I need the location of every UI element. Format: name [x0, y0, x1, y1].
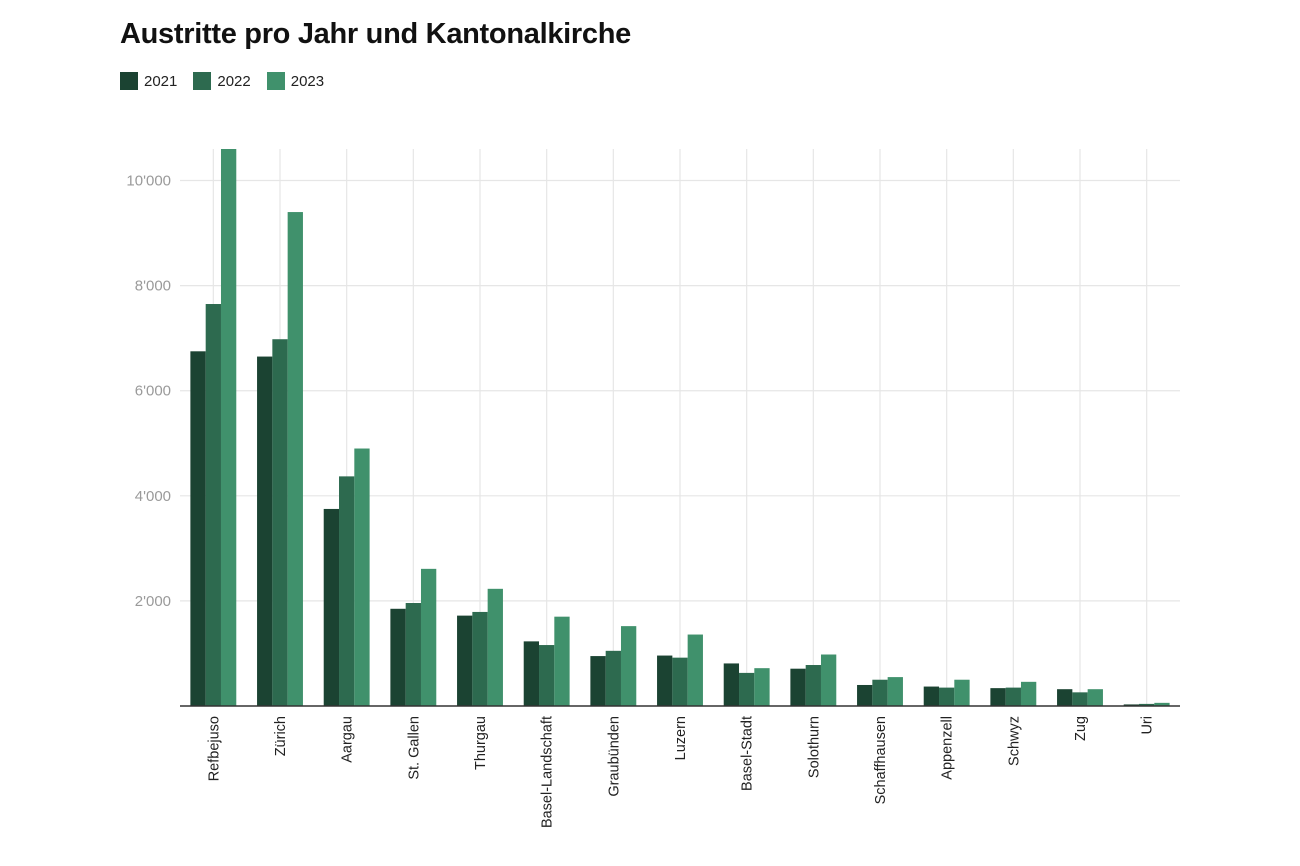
bar-2022 — [339, 476, 355, 706]
bar-2021 — [1057, 689, 1073, 706]
bar-2021 — [257, 356, 273, 706]
bar-2021 — [657, 655, 673, 706]
bar-2023 — [1087, 689, 1103, 706]
legend-swatch-2022 — [193, 72, 212, 90]
x-category-label: Zug — [1073, 716, 1089, 741]
legend-label-2021: 2021 — [144, 72, 178, 90]
bar-2023 — [220, 149, 237, 706]
x-category-label: Basel-Stadt — [740, 716, 756, 791]
legend-swatch-2023 — [266, 72, 285, 90]
bar-2022 — [472, 611, 488, 706]
bar-2022 — [205, 304, 221, 706]
bar-2021 — [723, 663, 740, 706]
legend-label-2023: 2023 — [290, 72, 325, 90]
bar-2023 — [754, 668, 770, 706]
bar-2022 — [872, 679, 888, 706]
bar-2021 — [190, 351, 206, 706]
legend-swatch-2021 — [120, 72, 138, 90]
bar-2023 — [1154, 702, 1170, 706]
chart-legend: 2021 2022 2023 — [120, 72, 340, 90]
bar-2023 — [1020, 681, 1037, 706]
legend-item-2021: 2021 — [120, 72, 177, 90]
x-category-label: Schaffhausen — [873, 716, 889, 804]
bar-2023 — [687, 634, 703, 706]
bar-2021 — [923, 686, 940, 706]
y-tick-label: 2'000 — [135, 593, 171, 610]
bar-2023 — [354, 448, 370, 706]
y-tick-label: 8'000 — [135, 278, 171, 295]
legend-label-2022: 2022 — [217, 72, 251, 90]
x-category-label: Appenzell — [940, 716, 956, 780]
bar-2023 — [887, 677, 903, 706]
bar-2021 — [323, 508, 340, 706]
bar-2022 — [739, 672, 755, 706]
bar-2022 — [1139, 703, 1155, 706]
y-tick-label: 6'000 — [135, 383, 171, 400]
y-tick-label: 10'000 — [126, 173, 171, 190]
bar-2023 — [954, 679, 970, 706]
bar-2021 — [457, 615, 473, 706]
x-category-label: St. Gallen — [406, 716, 422, 780]
bar-2022 — [1072, 692, 1088, 706]
legend-item-2023: 2023 — [266, 72, 325, 90]
bar-2021 — [590, 656, 606, 706]
bar-2022 — [272, 339, 288, 706]
bar-2022 — [672, 657, 688, 706]
x-category-label: Luzern — [673, 716, 689, 760]
bar-2021 — [1123, 704, 1140, 706]
legend-item-2022: 2022 — [193, 72, 251, 90]
bar-2022 — [939, 687, 955, 706]
x-category-label: Graubünden — [606, 716, 622, 797]
x-category-label: Basel-Landschaft — [540, 716, 556, 828]
bar-2023 — [554, 616, 570, 706]
bar-2023 — [487, 588, 503, 706]
bar-2022 — [605, 650, 621, 706]
x-category-label: Uri — [1140, 716, 1156, 735]
bar-2023 — [287, 212, 303, 706]
bar-2023 — [620, 626, 637, 706]
bar-2021 — [857, 684, 873, 706]
y-tick-label: 4'000 — [135, 488, 171, 505]
bar-2021 — [990, 688, 1006, 706]
bar-2023 — [820, 654, 837, 706]
x-category-label: Thurgau — [473, 716, 489, 770]
bar-2022 — [405, 603, 421, 706]
bar-2021 — [523, 641, 540, 706]
x-category-label: Refbejuso — [206, 716, 222, 781]
bar-2022 — [805, 665, 821, 706]
bar-2021 — [790, 668, 806, 706]
bar-2021 — [390, 608, 406, 706]
bar-2022 — [539, 645, 555, 706]
x-category-label: Schwyz — [1006, 716, 1022, 766]
chart-title: Austritte pro Jahr und Kantonalkirche — [120, 18, 631, 50]
x-category-label: Aargau — [340, 716, 356, 763]
x-category-label: Zürich — [273, 716, 289, 756]
bar-2023 — [420, 568, 437, 706]
bar-2022 — [1005, 687, 1021, 706]
x-category-label: Solothurn — [806, 716, 822, 778]
